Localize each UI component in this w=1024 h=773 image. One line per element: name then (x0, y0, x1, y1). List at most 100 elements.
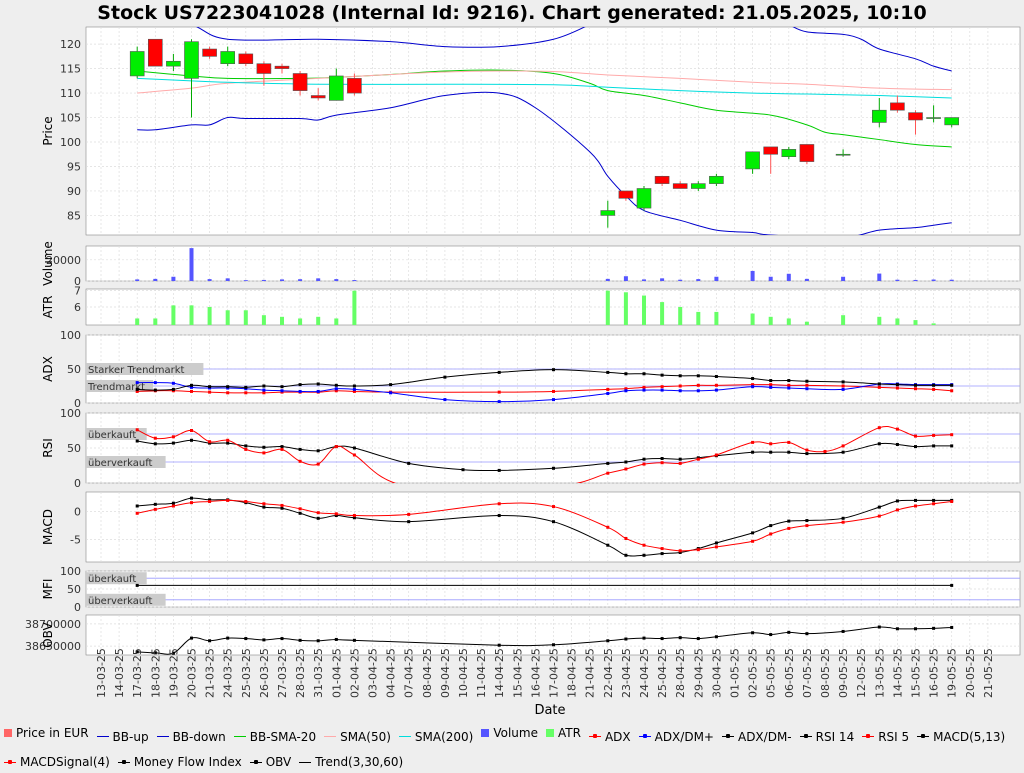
data-point (153, 436, 157, 440)
atr-bar (931, 323, 936, 325)
data-point (914, 498, 917, 502)
x-tick-label: 10-04-25 (457, 648, 470, 698)
volume-bar (786, 273, 791, 281)
data-point (171, 501, 175, 505)
legend-item: Price in EUR (4, 722, 89, 744)
legend-label: MACDSignal(4) (20, 755, 110, 769)
candle-body (690, 183, 706, 189)
data-point (624, 553, 628, 557)
candle-body (310, 95, 326, 99)
legend-label: Trend(3,30,60) (315, 755, 404, 769)
atr-bar (786, 318, 791, 325)
x-tick-label: 21-03-25 (204, 648, 217, 698)
legend-item: BB-up (96, 726, 149, 748)
volume-bar (895, 279, 900, 281)
data-point (624, 536, 628, 540)
data-point (787, 450, 791, 454)
series-line (137, 77, 952, 99)
legend-item: SMA(200) (398, 726, 473, 748)
data-point (950, 500, 954, 504)
data-point (624, 389, 628, 393)
data-point (606, 461, 610, 465)
data-point (841, 516, 845, 520)
data-point (932, 433, 936, 437)
data-point (135, 439, 139, 443)
candle-body (148, 38, 163, 67)
legend-swatch (4, 729, 12, 737)
data-point (895, 508, 899, 512)
reference-label: überkauft (88, 430, 136, 441)
x-tick-label: 07-05-25 (801, 648, 814, 698)
adx-tick-label: 50 (67, 363, 81, 376)
atr-tick-label: 6 (74, 301, 81, 314)
series-line (196, 27, 952, 72)
data-point (660, 552, 664, 556)
data-point (642, 462, 646, 466)
volume-bar (225, 278, 230, 281)
data-point (244, 500, 248, 504)
data-point (751, 450, 755, 454)
data-point (877, 385, 881, 389)
data-point (624, 467, 628, 471)
x-tick-label: 28-03-25 (294, 648, 307, 698)
volume-bar (605, 278, 610, 281)
data-point (642, 388, 646, 392)
candle-body (709, 175, 724, 184)
data-point (352, 387, 356, 391)
volume-bar (352, 280, 357, 281)
legend-label: Volume (493, 726, 538, 740)
x-tick-label: 02-04-25 (348, 648, 361, 698)
data-point (841, 387, 845, 391)
data-point (298, 511, 302, 515)
price-tick-label: 85 (67, 209, 81, 222)
data-point (950, 444, 954, 448)
data-point (769, 383, 773, 387)
x-tick-label: 06-05-25 (783, 648, 796, 698)
x-tick-label: 22-04-25 (602, 648, 615, 698)
x-tick-label: 17-04-25 (548, 648, 561, 698)
legend-item: Volume (481, 722, 538, 744)
reference-label-bg (86, 593, 166, 606)
legend-swatch (721, 734, 734, 738)
data-point (696, 457, 700, 461)
x-tick-label: 24-04-25 (638, 648, 651, 698)
obv-tick-label: 38700000 (25, 618, 81, 631)
data-point (805, 379, 809, 383)
data-point (642, 372, 646, 376)
data-point (316, 449, 320, 453)
data-point (352, 384, 356, 388)
data-point (932, 626, 936, 630)
data-point (914, 627, 917, 631)
volume-tick-label: 20000 (46, 254, 81, 267)
data-point (208, 390, 212, 394)
macd-plot-area (85, 491, 1021, 563)
candle-body (292, 73, 308, 91)
reference-label-bg (86, 363, 204, 375)
data-point (841, 629, 845, 633)
data-point (208, 385, 212, 389)
atr-tick-label: 7 (74, 285, 81, 298)
x-tick-label: 26-03-25 (258, 648, 271, 698)
data-point (624, 387, 628, 391)
series-bb-up (196, 27, 952, 72)
candle-body (274, 65, 290, 69)
candle-body (926, 117, 941, 119)
data-point (262, 384, 266, 388)
data-point (751, 377, 755, 381)
data-point (950, 389, 954, 393)
data-point (895, 427, 899, 431)
data-point (751, 539, 755, 543)
atr-bar (135, 318, 140, 325)
data-point (932, 502, 936, 506)
data-point (660, 373, 664, 377)
candle-body (256, 63, 272, 74)
data-point (895, 386, 899, 390)
data-point (678, 549, 682, 553)
data-point (787, 519, 791, 523)
data-point (769, 532, 773, 536)
volume-bar (189, 248, 194, 281)
data-point (352, 638, 356, 642)
reference-label-bg (86, 572, 147, 585)
atr-bar (714, 311, 719, 325)
